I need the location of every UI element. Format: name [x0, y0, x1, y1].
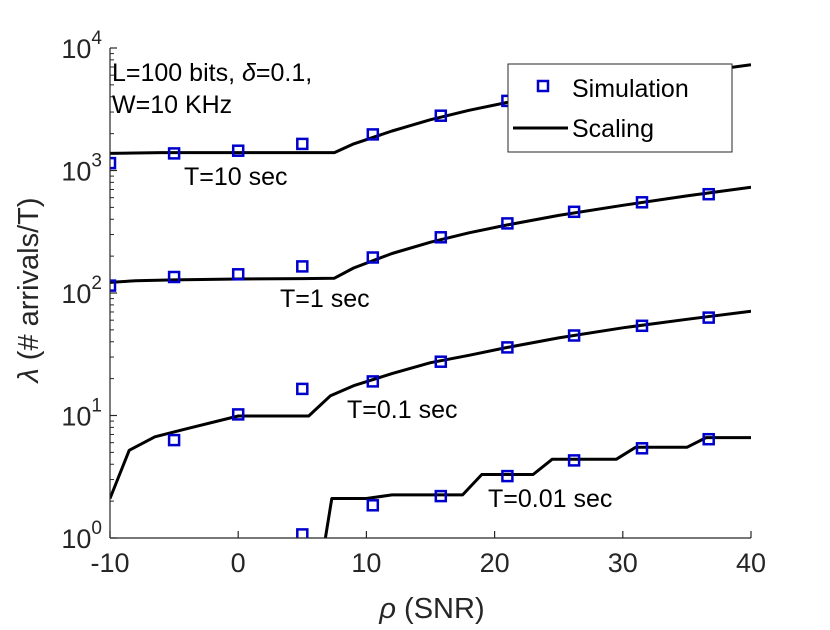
- simulation-point: [366, 128, 380, 141]
- x-tick-label: 30: [608, 548, 638, 578]
- y-tick-label: 102: [61, 273, 102, 309]
- x-tick-label: 20: [480, 548, 510, 578]
- simulation-point: [501, 217, 514, 230]
- simulation-point: [434, 355, 448, 368]
- simulation-point: [366, 375, 380, 388]
- y-axis-label: λ (# arrivals/T): [13, 197, 45, 384]
- simulation-point: [702, 311, 715, 324]
- y-tick-label: 101: [61, 396, 102, 432]
- simulation-point: [167, 270, 181, 284]
- simulation-point: [167, 147, 181, 160]
- simulation-point: [501, 469, 514, 483]
- simulation-point: [110, 279, 117, 292]
- simulation-point: [434, 109, 448, 122]
- simulation-point: [702, 432, 715, 446]
- simulation-point: [231, 144, 245, 157]
- simulation-point: [296, 137, 309, 151]
- scaling-line-3: [110, 309, 751, 500]
- simulation-point: [366, 499, 380, 512]
- x-tick-label: 40: [736, 548, 766, 578]
- simulation-point: [296, 382, 309, 396]
- y-tick-label: 100: [61, 518, 102, 554]
- y-tick-label: 103: [61, 151, 102, 187]
- simulation-point: [167, 433, 181, 447]
- x-tick-label: 0: [231, 548, 246, 578]
- simulation-point: [635, 196, 649, 209]
- x-tick-label: 10: [351, 548, 381, 578]
- legend-simulation-label: Simulation: [572, 75, 689, 103]
- simulation-point: [434, 231, 448, 244]
- legend-box: [507, 63, 733, 153]
- info-text-line2: W=10 KHz: [112, 91, 232, 119]
- simulation-point: [110, 156, 117, 170]
- x-tick-label: -10: [90, 548, 129, 578]
- scaling-line-2: [110, 185, 751, 284]
- series-labels: T=10 sec T=1 sec T=0.1 sec T=0.01 sec: [184, 163, 612, 513]
- simulation-point: [567, 454, 581, 467]
- simulation-point: [567, 205, 581, 219]
- simulation-point: [702, 187, 715, 201]
- simulation-point: [635, 319, 649, 333]
- simulation-point: [231, 268, 245, 281]
- simulation-point: [296, 528, 309, 538]
- scaling-line-4: [323, 436, 751, 538]
- x-axis-label: ρ (SNR): [378, 593, 484, 625]
- series-label-2: T=1 sec: [280, 285, 370, 313]
- legend-simulation-marker: [536, 79, 550, 93]
- simulation-point: [434, 489, 448, 503]
- series-label-4: T=0.01 sec: [488, 485, 612, 513]
- simulation-point: [635, 442, 649, 455]
- simulation-point: [366, 251, 380, 264]
- simulation-point: [231, 408, 245, 421]
- legend-scaling-label: Scaling: [572, 115, 654, 143]
- axes: -10 0 10 20 30 40 100 101 102 103 104: [61, 28, 766, 578]
- simulation-point: [296, 260, 309, 273]
- simulation-point: [501, 341, 514, 354]
- y-tick-label: 104: [61, 28, 102, 64]
- series-label-1: T=10 sec: [184, 163, 288, 191]
- legend: Simulation Scaling: [507, 63, 733, 153]
- simulation-point: [567, 329, 581, 342]
- series-label-3: T=0.1 sec: [347, 396, 457, 424]
- info-text-line1: L=100 bits, δ=0.1,: [112, 59, 312, 87]
